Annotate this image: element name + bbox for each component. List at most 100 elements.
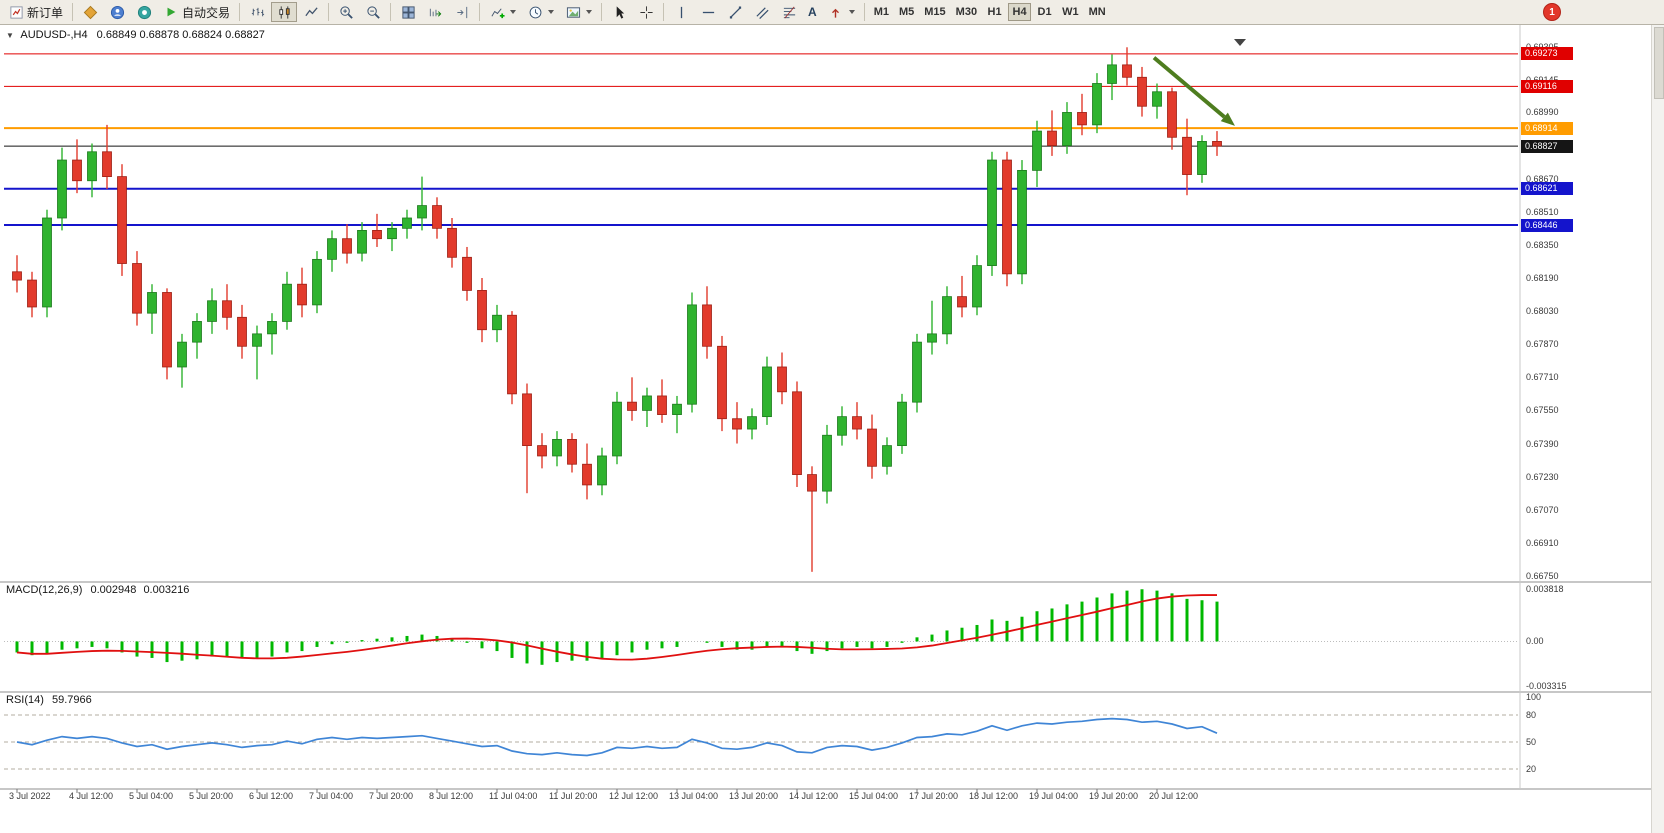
fibonacci-icon xyxy=(781,4,797,20)
new-order-label: 新订单 xyxy=(27,5,64,20)
toolbar: 新订单 自动交易 xyxy=(0,0,1664,25)
notification-badge[interactable]: 1 xyxy=(1543,3,1561,21)
time-axis-label: 5 Jul 20:00 xyxy=(189,791,234,801)
auto-trading-button[interactable]: 自动交易 xyxy=(158,2,235,22)
rsi-axis-label: 50 xyxy=(1526,737,1537,747)
price-tick-label: 0.68350 xyxy=(1526,239,1559,250)
time-axis-label: 5 Jul 04:00 xyxy=(129,791,174,801)
chart-shift-button[interactable] xyxy=(449,2,475,22)
price-tick-label: 0.66910 xyxy=(1526,537,1559,548)
one-click-trading-toggle-icon[interactable]: ▼ xyxy=(6,31,14,40)
arrows-tool-button[interactable] xyxy=(823,2,860,22)
indicators-button[interactable] xyxy=(484,2,521,22)
timeframe-M5[interactable]: M5 xyxy=(895,3,918,21)
zoom-in-button[interactable] xyxy=(333,2,359,22)
price-tick-label: 0.67710 xyxy=(1526,372,1559,383)
macd-signal-value: 0.003216 xyxy=(143,584,190,596)
signals-button[interactable] xyxy=(104,2,130,22)
cursor-icon xyxy=(611,4,627,20)
timeframe-W1[interactable]: W1 xyxy=(1058,3,1083,21)
horizontal-lines xyxy=(4,53,1518,227)
chart-canvas[interactable] xyxy=(0,25,1664,833)
timeframe-M15[interactable]: M15 xyxy=(920,3,949,21)
vertical-line-icon xyxy=(673,4,689,20)
auto-scroll-button[interactable] xyxy=(422,2,448,22)
zoom-out-button[interactable] xyxy=(360,2,386,22)
timeframe-D1[interactable]: D1 xyxy=(1033,3,1056,21)
timeframe-M1[interactable]: M1 xyxy=(870,3,893,21)
time-axis-label: 6 Jul 12:00 xyxy=(249,791,294,801)
fibonacci-button[interactable] xyxy=(776,2,802,22)
candlestick-chart-button[interactable] xyxy=(271,2,298,22)
time-axis-label: 3 Jul 2022 xyxy=(9,791,51,801)
horizontal-line-button[interactable] xyxy=(695,2,721,22)
community-button[interactable] xyxy=(131,2,157,22)
time-axis-label: 13 Jul 20:00 xyxy=(729,791,779,801)
toolbar-separator xyxy=(239,3,241,21)
time-axis-label: 11 Jul 04:00 xyxy=(489,791,538,801)
dropdown-caret-icon xyxy=(510,10,517,14)
crosshair-icon xyxy=(638,4,654,20)
price-tick-label: 0.67870 xyxy=(1526,339,1559,350)
price-line-label: 0.68621 xyxy=(1521,182,1573,196)
periods-button[interactable] xyxy=(522,2,559,22)
timeframe-M30[interactable]: M30 xyxy=(952,3,981,21)
price-tick-label: 0.68670 xyxy=(1526,173,1559,184)
dropdown-caret-icon xyxy=(848,10,855,14)
macd-indicator-label: MACD(12,26,9) 0.002948 0.003216 xyxy=(6,584,190,596)
macd-signal-line xyxy=(16,594,1217,661)
toolbar-separator xyxy=(479,3,481,21)
time-axis-label: 15 Jul 04:00 xyxy=(849,791,899,801)
templates-button[interactable] xyxy=(560,2,597,22)
tile-windows-button[interactable] xyxy=(395,2,421,22)
cursor-button[interactable] xyxy=(606,2,632,22)
line-chart-button[interactable] xyxy=(298,2,324,22)
time-axis-label: 19 Jul 20:00 xyxy=(1089,791,1139,801)
new-order-button[interactable]: 新订单 xyxy=(3,2,68,22)
time-axis-label: 17 Jul 20:00 xyxy=(909,791,959,801)
timeframe-H4[interactable]: H4 xyxy=(1008,3,1032,21)
price-tick-label: 0.69305 xyxy=(1526,42,1559,52)
price-tick-label: 0.67230 xyxy=(1526,471,1559,482)
text-tool-icon: A xyxy=(808,5,817,19)
chart-window[interactable]: ▼ AUDUSD-,H4 0.68849 0.68878 0.68824 0.6… xyxy=(0,25,1664,833)
toolbar-separator xyxy=(72,3,74,21)
trend-arrow-annotation[interactable] xyxy=(1152,56,1235,126)
vertical-scrollbar[interactable] xyxy=(1651,25,1664,833)
trendline-button[interactable] xyxy=(722,2,748,22)
channel-button[interactable] xyxy=(749,2,775,22)
macd-axis-label: 0.003818 xyxy=(1526,584,1564,594)
periods-clock-icon xyxy=(527,4,543,20)
play-icon xyxy=(163,4,179,20)
horizontal-line-icon xyxy=(700,4,716,20)
toolbar-separator xyxy=(390,3,392,21)
channel-icon xyxy=(754,4,770,20)
zoom-in-icon xyxy=(338,4,354,20)
chart-title-bar: ▼ AUDUSD-,H4 0.68849 0.68878 0.68824 0.6… xyxy=(6,29,265,41)
price-tick-label: 0.68510 xyxy=(1526,206,1559,217)
timeframe-MN[interactable]: MN xyxy=(1085,3,1110,21)
price-line-label: 0.69273 xyxy=(1521,47,1573,61)
time-axis-label: 11 Jul 20:00 xyxy=(549,791,598,801)
price-tick-label: 0.67070 xyxy=(1526,504,1559,515)
vertical-line-button[interactable] xyxy=(668,2,694,22)
zoom-out-icon xyxy=(365,4,381,20)
price-line-label: 0.69116 xyxy=(1521,79,1573,93)
crosshair-button[interactable] xyxy=(633,2,659,22)
templates-icon xyxy=(565,4,581,20)
bar-chart-button[interactable] xyxy=(244,2,270,22)
rsi-axis-label: 100 xyxy=(1526,692,1542,702)
timeframe-H1[interactable]: H1 xyxy=(983,3,1006,21)
toolbar-separator xyxy=(328,3,330,21)
text-tool-button[interactable]: A xyxy=(803,2,822,22)
price-line-label: 0.68446 xyxy=(1521,218,1573,232)
toolbar-separator xyxy=(601,3,603,21)
scrollbar-thumb[interactable] xyxy=(1654,27,1664,99)
time-axis-label: 12 Jul 12:00 xyxy=(609,791,659,801)
market-button[interactable] xyxy=(77,2,103,22)
time-axis-label: 18 Jul 12:00 xyxy=(969,791,1019,801)
tile-windows-icon xyxy=(400,4,416,20)
toolbar-separator xyxy=(663,3,665,21)
dropdown-caret-icon xyxy=(586,10,593,14)
